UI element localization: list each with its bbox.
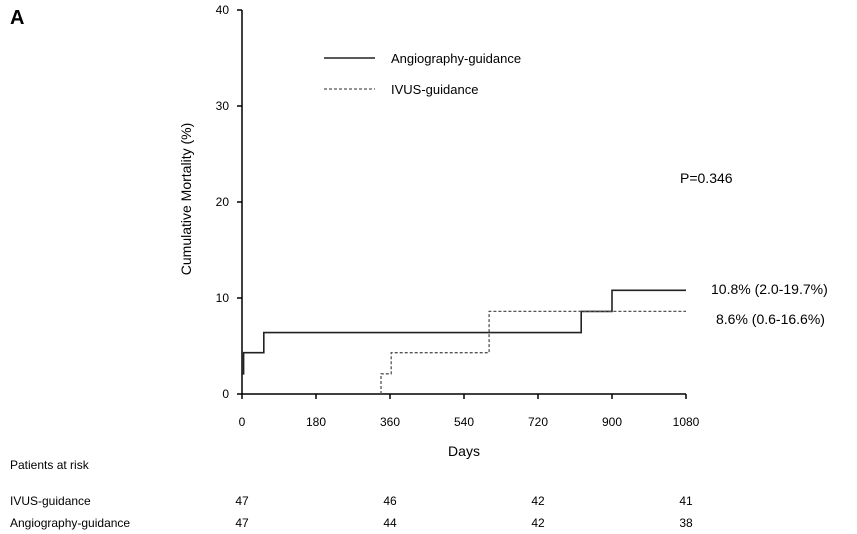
- series-line-ivus: [380, 310, 686, 394]
- x-tick-label: 720: [528, 415, 548, 429]
- x-tick-label: 0: [239, 415, 246, 429]
- panel-label: A: [10, 7, 24, 29]
- risk-cell: 47: [235, 516, 249, 530]
- series-group: [242, 289, 686, 394]
- risk-table-title: Patients at risk: [10, 458, 90, 472]
- y-axis-label: Cumulative Mortality (%): [178, 123, 194, 275]
- legend-label-angiography: Angiography-guidance: [391, 51, 521, 66]
- series-line-angiography: [242, 289, 686, 375]
- y-tick-label: 40: [216, 3, 230, 17]
- risk-cell: 47: [235, 494, 249, 508]
- x-tick-label: 180: [306, 415, 326, 429]
- legend: Angiography-guidance IVUS-guidance: [324, 51, 521, 97]
- y-tick-label: 10: [216, 291, 230, 305]
- risk-cell: 44: [383, 516, 397, 530]
- legend-label-ivus: IVUS-guidance: [391, 82, 478, 97]
- ivus-final-annotation: 8.6% (0.6-16.6%): [716, 311, 825, 327]
- risk-cell: 42: [531, 516, 545, 530]
- y-tick-label: 20: [216, 195, 230, 209]
- risk-cell: 42: [531, 494, 545, 508]
- x-tick-label: 900: [602, 415, 622, 429]
- p-value-annotation: P=0.346: [680, 170, 733, 186]
- y-ticks: 0 10 20 30 40: [216, 3, 242, 401]
- x-axis-label: Days: [448, 443, 480, 459]
- risk-row-label: Angiography-guidance: [10, 516, 130, 530]
- x-tick-label: 540: [454, 415, 474, 429]
- risk-cell: 38: [679, 516, 693, 530]
- risk-cell: 41: [679, 494, 693, 508]
- y-tick-label: 30: [216, 99, 230, 113]
- risk-row-label: IVUS-guidance: [10, 494, 91, 508]
- risk-cell: 46: [383, 494, 397, 508]
- x-ticks: 0 180 360 540 720 900 1080: [239, 394, 700, 429]
- x-tick-label: 1080: [673, 415, 700, 429]
- risk-table: IVUS-guidance 47 46 42 41 Angiography-guidanc…: [10, 494, 693, 530]
- x-tick-label: 360: [380, 415, 400, 429]
- y-tick-label: 0: [222, 387, 229, 401]
- angiography-final-annotation: 10.8% (2.0-19.7%): [711, 281, 828, 297]
